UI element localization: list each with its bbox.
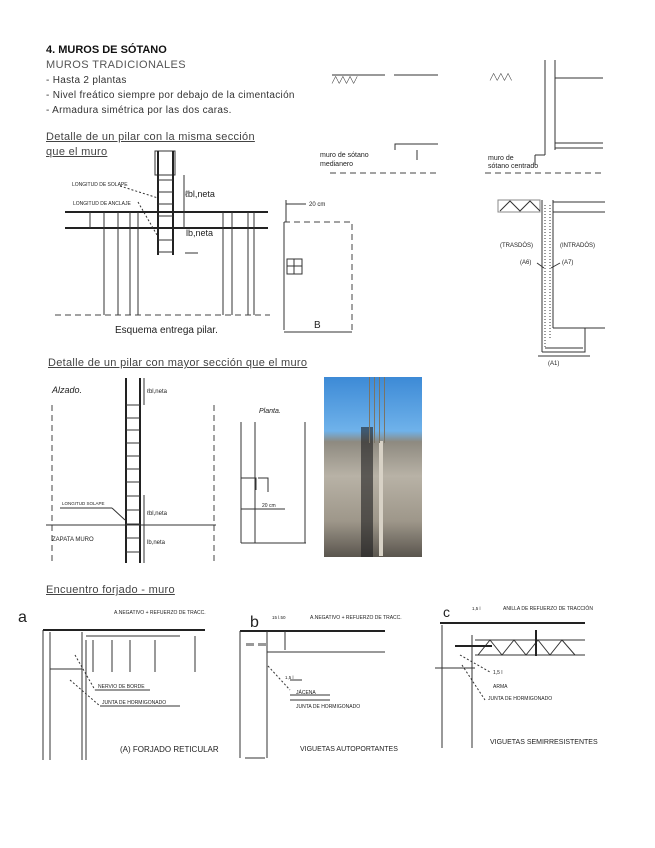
b-dim: 15 l.50 <box>272 615 286 620</box>
b-label-jacena: JÁCENA <box>296 689 316 696</box>
b-label-lap: 1,5 l <box>285 675 294 680</box>
page-title: 4. MUROS DE SÓTANO <box>46 44 167 56</box>
b-label-junta: JUNTA DE HORMIGONADO <box>296 704 360 710</box>
label-planta: Planta. <box>259 408 281 415</box>
caption-esquema: Esquema entrega pilar. <box>115 325 218 336</box>
section2-title: Detalle de un pilar con mayor sección qu… <box>48 357 308 369</box>
a-caption: (A) FORJADO RETICULAR <box>120 745 219 754</box>
letter-b: b <box>250 614 259 631</box>
label-lbl-neta-top: ℓbl,neta <box>147 388 168 395</box>
letter-c: c <box>443 604 450 620</box>
label-a1: (A1) <box>548 361 559 367</box>
label-a7: (A7) <box>562 260 573 266</box>
label-dim-20cm: 20 cm <box>262 503 276 509</box>
a-label-junta: JUNTA DE HORMIGONADO <box>102 700 166 706</box>
label-medianero-2: medianero <box>320 161 353 168</box>
subtitle: MUROS TRADICIONALES <box>46 59 187 71</box>
dim-b: B <box>314 320 321 331</box>
dim-20cm: 20 cm <box>309 202 325 208</box>
label-a6: (A6) <box>520 260 531 266</box>
label-centrado-1: muro de <box>488 155 514 162</box>
label-lb-neta: lb,neta <box>186 228 213 238</box>
label-centrado-2: sótano centrado <box>488 163 538 170</box>
label-alzado: Alzado. <box>51 385 82 395</box>
label-intrados: (INTRADÓS) <box>560 242 595 249</box>
svg-text:╱╲╱╲╱╲╱: ╱╲╱╲╱╲╱ <box>331 76 358 84</box>
a-label-nervio: NERVIO DE BORDE <box>98 684 145 690</box>
label-longitud-solape: LONGITUD DE SOLAPE <box>72 182 128 188</box>
construction-photo <box>324 377 422 557</box>
label-medianero-1: muro de sótano <box>320 152 369 159</box>
section3-title: Encuentro forjado - muro <box>46 584 175 596</box>
c-label-anilla: ANILLA DE REFUERZO DE TRACCIÓN <box>503 605 593 612</box>
b-caption: VIGUETAS AUTOPORTANTES <box>300 746 398 753</box>
a-label-negativo: A.NEGATIVO + REFUERZO DE TRACC. <box>114 610 206 616</box>
b-label-negativo: A.NEGATIVO + REFUERZO DE TRACC. <box>310 615 402 621</box>
letter-a: a <box>18 609 27 626</box>
bullet-2: - Nivel freático siempre por debajo de l… <box>46 90 295 101</box>
bullet-3: - Armadura simétrica por las dos caras. <box>46 105 232 116</box>
label-longitud-solape: LONGITUD SOLAPE <box>62 501 105 506</box>
c-label-armadura: ARMA <box>493 684 508 690</box>
section1-title-line2: que el muro <box>46 146 108 158</box>
label-longitud-anclaje: LONGITUD DE ANCLAJE <box>73 201 131 207</box>
c-label-lap: 1,5 l <box>493 670 502 676</box>
label-zapata-muro: ZAPATA MURO <box>52 537 94 543</box>
label-lbl-neta: ℓbl,neta <box>185 189 215 199</box>
c-label-junta: JUNTA DE HORMIGONADO <box>488 696 552 702</box>
c-caption: VIGUETAS SEMIRRESISTENTES <box>490 739 598 746</box>
section1-title-line1: Detalle de un pilar con la misma sección <box>46 131 255 143</box>
label-lbl-neta-bottom: ℓbl,neta <box>147 510 168 517</box>
label-trasdos: (TRASDÓS) <box>500 242 533 249</box>
bullet-1: - Hasta 2 plantas <box>46 75 127 86</box>
svg-text:╱╲╱╲╱╲: ╱╲╱╲╱╲ <box>489 73 512 81</box>
label-lb-neta: lb,neta <box>147 540 166 546</box>
c-dim: 1,5 l <box>472 606 481 611</box>
